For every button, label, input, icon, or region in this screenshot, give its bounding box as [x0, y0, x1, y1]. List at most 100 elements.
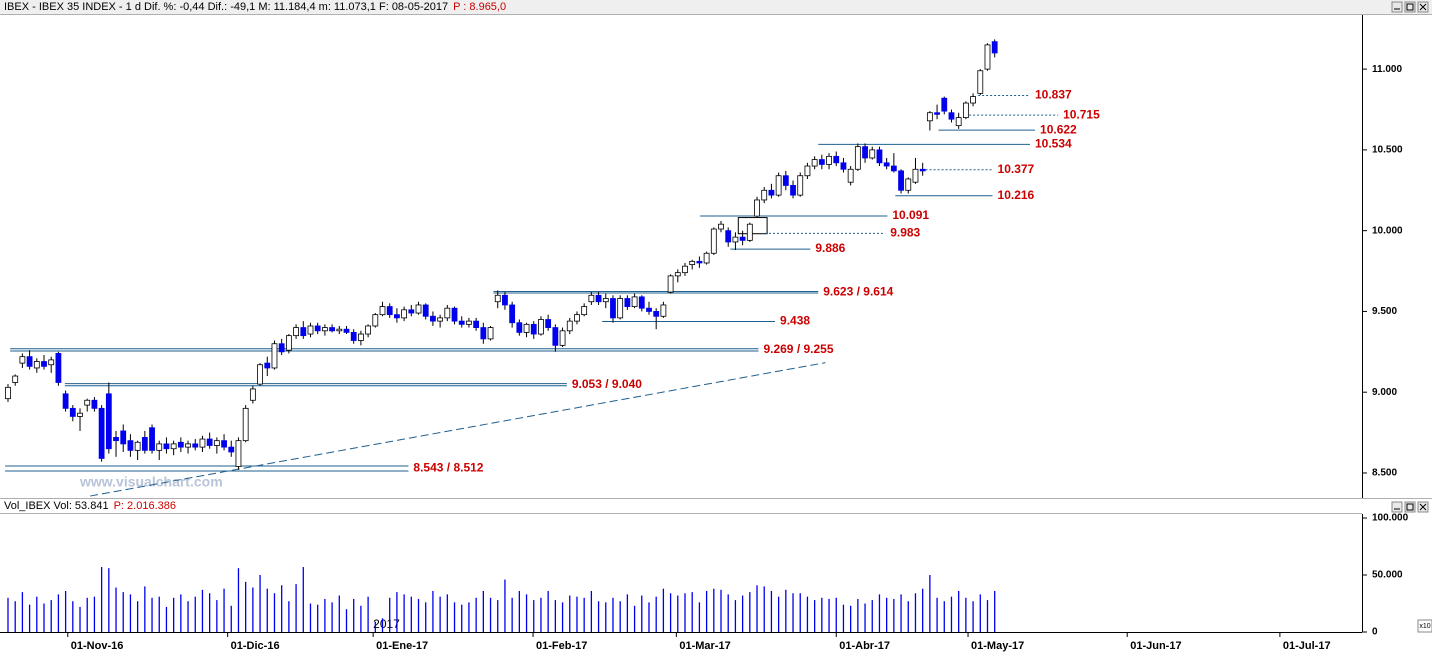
candle-body [790, 185, 796, 196]
candle-body [394, 314, 400, 319]
candle-body [955, 117, 962, 127]
candle-body [890, 165, 897, 172]
x-tick-label: 01-Feb-17 [536, 640, 587, 652]
candle-body [509, 304, 516, 324]
candle-body [977, 70, 984, 94]
x-tick-label: 01-Mar-17 [679, 640, 730, 652]
candle-body [588, 294, 595, 303]
candle-body [185, 443, 191, 448]
year-label: 2017 [373, 617, 400, 631]
x-tick-label: 01-Ene-17 [376, 640, 428, 652]
candle-body [934, 112, 940, 115]
candle-body [12, 375, 19, 383]
candle-body [818, 159, 825, 165]
candle-body [797, 175, 804, 196]
y-tick-label: 8.500 [1372, 468, 1397, 479]
candle-body [574, 314, 580, 322]
maximize-icon [1406, 503, 1414, 511]
candle-body [55, 353, 62, 383]
candle-body [249, 388, 256, 401]
level-label: 10.622 [1040, 122, 1077, 136]
candle-body [919, 168, 926, 172]
candle-body [725, 230, 732, 243]
candle-body [883, 162, 890, 167]
x-tick-label: 01-May-17 [971, 640, 1024, 652]
candle-body [667, 275, 674, 293]
maximize-button[interactable] [1404, 1, 1416, 13]
candle-body [552, 327, 559, 346]
level-label: 10.377 [998, 162, 1035, 176]
candle-body [127, 440, 134, 451]
candle-body [77, 412, 83, 417]
candle-body [487, 327, 494, 340]
candle-body [473, 320, 480, 328]
candle-body [862, 146, 868, 159]
candle-body [293, 327, 299, 337]
candle-body [120, 430, 127, 445]
candle-body [689, 260, 696, 265]
candle-body [746, 223, 753, 241]
level-label: 9.438 [780, 314, 810, 328]
candle-body [538, 319, 544, 335]
candle-body [458, 320, 465, 325]
candle-body [206, 438, 213, 446]
candle-body [177, 441, 184, 448]
chart-title: IBEX - IBEX 35 INDEX - 1 d Dif. %: -0,44… [4, 1, 448, 13]
candle-body [350, 332, 357, 341]
x-tick-label: 01-Jul-17 [1283, 640, 1331, 652]
scale-box [1417, 619, 1432, 633]
candle-body [408, 309, 415, 314]
level-label: 10.216 [998, 188, 1035, 202]
candle-body [718, 223, 724, 230]
candle-body [48, 359, 55, 366]
candle-body [854, 146, 861, 170]
candle-body [847, 168, 854, 183]
candle-body [365, 325, 372, 335]
window-buttons[interactable] [1391, 1, 1429, 13]
candle-body [285, 335, 292, 351]
candle-body [372, 314, 379, 327]
candle-body [638, 296, 645, 309]
candle-body [199, 438, 206, 448]
candle-body [26, 356, 33, 367]
candle-body [113, 437, 119, 442]
candle-body [480, 327, 487, 340]
x-tick-label: 01-Dic-16 [231, 640, 280, 652]
candle-body [466, 320, 472, 325]
candle-body [905, 178, 912, 191]
candle-body [134, 441, 141, 451]
candle-body [33, 361, 40, 369]
maximize-button[interactable] [1404, 501, 1416, 513]
candle-body [170, 443, 177, 450]
candle-body [228, 446, 235, 453]
x-tick-label: 01-Nov-16 [71, 640, 124, 652]
minimize-button[interactable] [1391, 1, 1403, 13]
maximize-icon [1406, 3, 1414, 11]
volume-title: Vol_IBEX Vol: 53.841 [4, 500, 109, 512]
candle-body [343, 328, 350, 333]
candle-body [617, 298, 624, 319]
scale-note: x10 [1419, 623, 1430, 630]
candle-body [754, 199, 760, 217]
level-label: 9.623 / 9.614 [823, 284, 893, 298]
candle-body [430, 315, 436, 322]
level-label: 9.983 [890, 226, 920, 240]
y-tick-label: 100.000 [1372, 513, 1409, 524]
candle-body [696, 260, 703, 264]
minimize-button[interactable] [1391, 501, 1403, 513]
candle-body [163, 443, 170, 450]
candle-body [811, 159, 818, 167]
candle-body [703, 252, 710, 264]
candle-body [19, 356, 26, 364]
y-tick-label: 11.000 [1372, 64, 1402, 75]
candle-body [336, 328, 343, 332]
volume-window-buttons[interactable] [1391, 501, 1429, 513]
candle-body [379, 306, 386, 316]
close-icon [1419, 3, 1427, 11]
candle-body [624, 298, 631, 307]
candle-body [869, 149, 876, 159]
candle-body [826, 155, 832, 165]
candle-body [105, 393, 112, 450]
